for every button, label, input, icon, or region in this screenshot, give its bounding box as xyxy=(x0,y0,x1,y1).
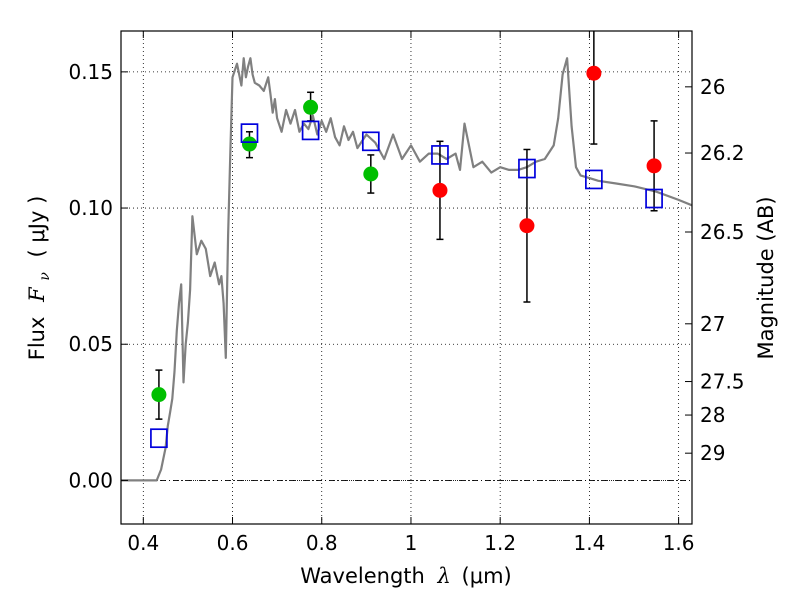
y2-tick-label: 26.5 xyxy=(700,220,745,244)
y2-tick-label: 28 xyxy=(700,403,725,427)
y-tick-label: 0.00 xyxy=(68,468,113,492)
x-tick-label: 1 xyxy=(405,531,418,555)
model-photometry-square xyxy=(240,123,259,143)
y2-tick-label: 27.5 xyxy=(700,370,745,394)
model-photometry-square xyxy=(518,158,536,179)
red-point xyxy=(519,218,535,234)
markers xyxy=(150,65,663,449)
model-photometry-square xyxy=(431,145,449,165)
model-photometry-square xyxy=(585,169,603,190)
y2-tick-label: 27 xyxy=(700,312,725,336)
data-layer xyxy=(121,57,692,482)
y-axis-label-prefix: Flux xyxy=(25,317,49,361)
y-axis-label: Flux F ν ( μJy ) xyxy=(25,196,54,361)
y-axis-label-subscript: ν xyxy=(37,272,53,281)
axes: 0.4 0.6 0.8 1 1.2 1.4 1.6 0.00 0.05 0.10 0.15 26 26.… xyxy=(68,31,745,555)
y-tick-label: 0.10 xyxy=(68,196,113,220)
green-point xyxy=(241,136,257,152)
x-tick-label: 1.6 xyxy=(663,531,695,555)
y-tick-label: 0.15 xyxy=(68,60,113,84)
x-axis-label-units: (μm) xyxy=(462,564,512,588)
green-point xyxy=(363,166,379,182)
x-tick-label: 0.8 xyxy=(306,531,338,555)
x-axis-label-prefix: Wavelength xyxy=(300,564,425,588)
x-axis-label: Wavelength λ (μm) xyxy=(300,564,511,588)
y2-tick-label: 26.2 xyxy=(700,141,745,165)
x-tick-label: 0.4 xyxy=(127,531,159,555)
x-tick-label: 1.2 xyxy=(484,531,516,555)
grid xyxy=(121,31,692,524)
model-photometry-square xyxy=(301,120,320,141)
y2-tick-label: 29 xyxy=(700,441,725,465)
red-point xyxy=(586,65,602,81)
model-photometry-square xyxy=(645,188,663,209)
plot-frame xyxy=(120,30,693,525)
y-axis-label-units: ( μJy ) xyxy=(25,196,49,258)
green-point xyxy=(303,99,319,115)
y-tick-label: 0.05 xyxy=(68,332,113,356)
x-tick-label: 0.6 xyxy=(217,531,249,555)
y-axis-label-symbol: F xyxy=(25,286,49,303)
model-photometry-square xyxy=(361,131,380,152)
x-axis-label-symbol: λ xyxy=(437,564,451,588)
y2-tick-label: 26 xyxy=(700,75,725,99)
red-point xyxy=(432,182,448,198)
y2-axis-label: Magnitude (AB) xyxy=(754,196,778,359)
model-photometry-square xyxy=(150,428,168,449)
green-point xyxy=(151,387,167,403)
model-spectrum-line xyxy=(121,57,692,482)
x-tick-label: 1.4 xyxy=(573,531,605,555)
red-point xyxy=(646,158,662,174)
